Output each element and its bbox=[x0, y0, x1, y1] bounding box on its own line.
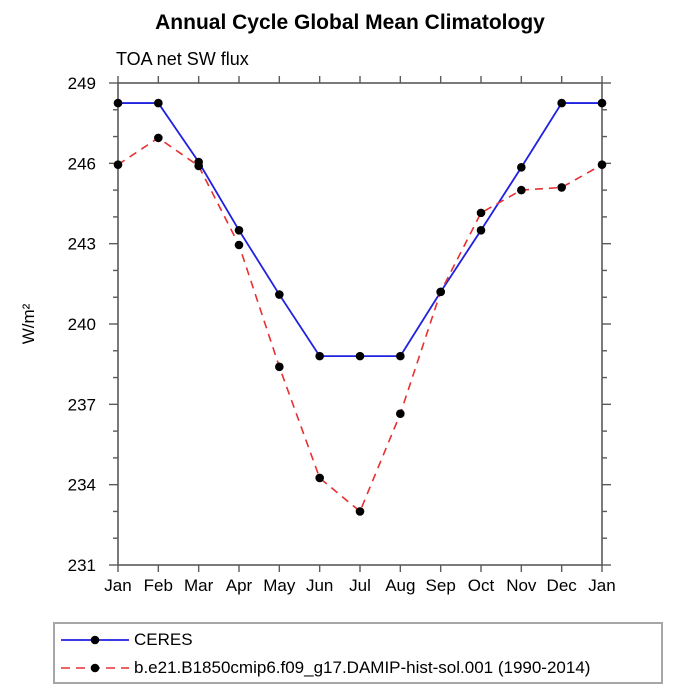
x-tick-label-Dec: Dec bbox=[547, 576, 578, 595]
data-point-0-Jun bbox=[315, 351, 324, 361]
data-point-1-Oct bbox=[476, 208, 486, 218]
legend-label-ceres: CERES bbox=[134, 630, 193, 649]
legend-line-sample-model bbox=[61, 663, 129, 673]
data-point-0-Feb bbox=[154, 98, 163, 108]
x-tick-label-Oct: Oct bbox=[468, 576, 495, 595]
chart-canvas: Jan Feb Mar Apr May Jun Jul Aug Sep Oct Nov Dec Jan 2… bbox=[19, 74, 616, 595]
y-tick-label-237: 237 bbox=[68, 395, 96, 414]
data-point-1-Jul bbox=[355, 507, 365, 516]
data-point-1-May bbox=[275, 362, 284, 372]
data-point-0-May bbox=[275, 290, 284, 299]
legend-label-model: b.e21.B1850cmip6.f09_g17.DAMIP-hist-sol.… bbox=[134, 658, 591, 677]
y-tick-label-240: 240 bbox=[68, 315, 96, 334]
data-point-0-Jan bbox=[113, 98, 123, 108]
chart-title: Annual Cycle Global Mean Climatology bbox=[155, 11, 545, 34]
legend-entry-model: b.e21.B1850cmip6.f09_g17.DAMIP-hist-sol.… bbox=[59, 657, 590, 679]
data-point-0-Jan bbox=[597, 98, 607, 108]
x-tick-label-Apr: Apr bbox=[226, 576, 253, 595]
y-tick-label-249: 249 bbox=[68, 74, 96, 93]
data-point-1-Mar bbox=[194, 161, 203, 171]
data-point-1-Feb bbox=[154, 133, 163, 143]
x-tick-label-Jul: Jul bbox=[349, 576, 371, 595]
series-line-0 bbox=[118, 102, 602, 358]
x-tick-label-Jan: Jan bbox=[104, 576, 131, 595]
legend: CERES b.e21.B1850cmip6.f09_g17.DAMIP-his… bbox=[53, 622, 663, 684]
data-point-0-Dec bbox=[557, 98, 566, 108]
series-line-1 bbox=[117, 136, 603, 513]
x-tick-label-Sep: Sep bbox=[426, 576, 456, 595]
chart-subtitle: TOA net SW flux bbox=[116, 49, 249, 69]
x-tick-label-Aug: Aug bbox=[385, 576, 415, 595]
legend-line-sample-ceres bbox=[61, 635, 129, 645]
y-axis-title: W/m² bbox=[19, 303, 38, 344]
x-tick-label-Jun: Jun bbox=[306, 576, 333, 595]
data-point-1-Jun bbox=[315, 473, 324, 483]
x-tick-label-Mar: Mar bbox=[184, 576, 214, 595]
data-point-1-Apr bbox=[234, 240, 244, 250]
legend-entry-ceres: CERES bbox=[59, 629, 193, 651]
y-tick-label-243: 243 bbox=[68, 235, 96, 254]
data-point-0-Aug bbox=[396, 351, 405, 361]
legend-marker-model bbox=[90, 663, 100, 673]
y-tick-label-234: 234 bbox=[68, 476, 96, 495]
data-point-1-Aug bbox=[396, 409, 405, 419]
x-tick-label-Feb: Feb bbox=[144, 576, 173, 595]
data-point-1-Jan bbox=[597, 160, 607, 169]
data-point-1-Dec bbox=[557, 183, 566, 192]
x-tick-label-Nov: Nov bbox=[506, 576, 537, 595]
data-point-0-Oct bbox=[476, 225, 486, 235]
data-point-1-Sep bbox=[436, 287, 445, 297]
data-point-0-Jul bbox=[355, 351, 365, 361]
data-point-1-Nov bbox=[517, 185, 526, 195]
y-tick-label-246: 246 bbox=[68, 154, 96, 173]
x-tick-label-May: May bbox=[263, 576, 296, 595]
data-point-1-Jan bbox=[113, 160, 123, 169]
legend-marker-ceres bbox=[90, 635, 100, 645]
data-point-0-Apr bbox=[234, 225, 244, 235]
x-tick-label-Jan: Jan bbox=[588, 576, 615, 595]
data-point-0-Nov bbox=[517, 163, 526, 172]
y-tick-label-231: 231 bbox=[68, 556, 96, 575]
